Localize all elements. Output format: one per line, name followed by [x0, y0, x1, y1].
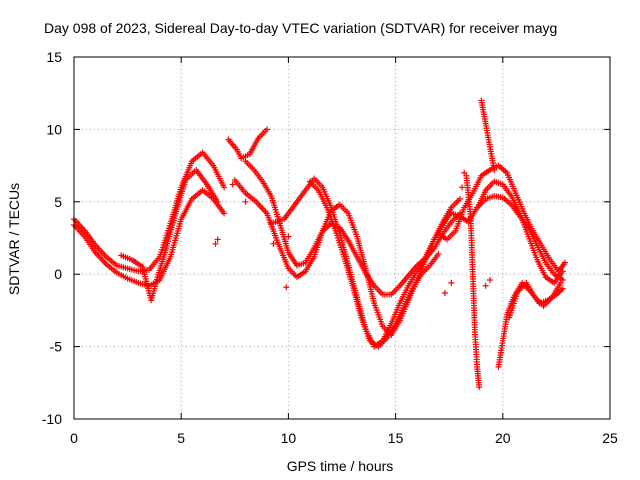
series-track-c	[118, 166, 221, 304]
data-point	[214, 236, 221, 243]
x-tick-label: 5	[177, 430, 185, 446]
y-axis-label: SDTVAR / TECUs	[6, 183, 22, 295]
x-tick-label: 10	[281, 430, 297, 446]
series-track-k	[476, 178, 566, 286]
data-point	[459, 184, 466, 191]
data-point	[435, 250, 442, 257]
data-point	[461, 169, 468, 176]
y-tick-label: -10	[42, 411, 62, 427]
data-point	[476, 384, 483, 391]
data-point	[448, 279, 455, 286]
data-point	[221, 210, 228, 217]
data-point	[242, 198, 249, 205]
series-track-b	[71, 187, 228, 289]
series-track-p	[212, 169, 493, 297]
data-point	[456, 195, 463, 202]
series-track-d	[225, 126, 270, 162]
plot-frame	[73, 56, 611, 420]
series-track-l	[463, 172, 483, 391]
data-point	[221, 184, 228, 191]
data-point	[561, 259, 568, 266]
y-tick-label: 5	[54, 194, 62, 210]
axis-ticks: 0 5 10 15 20 25 -10 -5 0 5 10 15	[42, 49, 618, 446]
y-tick-label: 10	[46, 121, 62, 137]
x-tick-label: 15	[388, 430, 404, 446]
x-axis-label: GPS time / hours	[287, 458, 394, 474]
data-point	[491, 166, 498, 173]
data-point	[486, 276, 493, 283]
data-point	[441, 290, 448, 297]
data-point	[212, 240, 219, 247]
data-point	[482, 282, 489, 289]
y-tick-label: 15	[46, 49, 62, 65]
series-track-h	[306, 178, 442, 350]
x-tick-label: 0	[70, 430, 78, 446]
data-point	[214, 198, 221, 205]
data-point	[557, 279, 564, 286]
data-series	[71, 97, 568, 391]
series-track-f	[231, 177, 455, 339]
data-point	[270, 240, 277, 247]
x-tick-label: 20	[495, 430, 511, 446]
series-track-m	[478, 97, 498, 173]
data-point	[229, 181, 236, 188]
data-point	[559, 268, 566, 275]
data-point	[283, 284, 290, 291]
chart-title: Day 098 of 2023, Sidereal Day-to-day VTE…	[44, 20, 557, 36]
data-point	[559, 285, 566, 292]
data-point	[465, 216, 472, 223]
series-track-a	[71, 149, 228, 275]
data-point	[263, 126, 270, 133]
series-track-o	[506, 279, 564, 321]
data-point	[285, 233, 292, 240]
y-tick-label: -5	[50, 339, 63, 355]
y-tick-label: 0	[54, 266, 62, 282]
x-tick-label: 25	[602, 430, 618, 446]
